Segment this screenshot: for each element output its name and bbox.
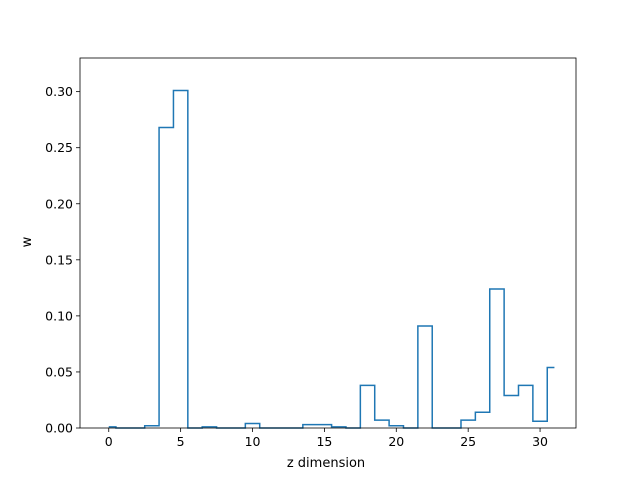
y-tick-label: 0.25 (45, 140, 73, 155)
x-tick-label: 25 (460, 434, 476, 449)
x-tick-label: 0 (105, 434, 113, 449)
x-tick-label: 10 (245, 434, 261, 449)
x-tick-label: 15 (316, 434, 332, 449)
plot-area (79, 57, 577, 429)
y-axis-ticks: 0.00 0.05 0.10 0.15 0.20 0.25 0.30 (45, 84, 80, 436)
y-axis-title: w (20, 236, 35, 247)
x-tick-label: 30 (532, 434, 548, 449)
y-tick-label: 0.30 (45, 84, 73, 99)
axes-frame (79, 57, 577, 429)
y-tick-label: 0.10 (45, 308, 73, 323)
series-step-line-0 (108, 89, 555, 429)
x-tick-label: 20 (388, 434, 404, 449)
y-tick-label: 0.15 (45, 252, 73, 267)
y-tick-label: 0.05 (45, 364, 73, 379)
x-axis-ticks: 0 5 10 15 20 25 30 (105, 428, 548, 449)
x-axis-title: z dimension (287, 456, 365, 471)
x-tick-label: 5 (177, 434, 185, 449)
y-tick-label: 0.00 (45, 421, 73, 436)
y-tick-label: 0.20 (45, 196, 73, 211)
